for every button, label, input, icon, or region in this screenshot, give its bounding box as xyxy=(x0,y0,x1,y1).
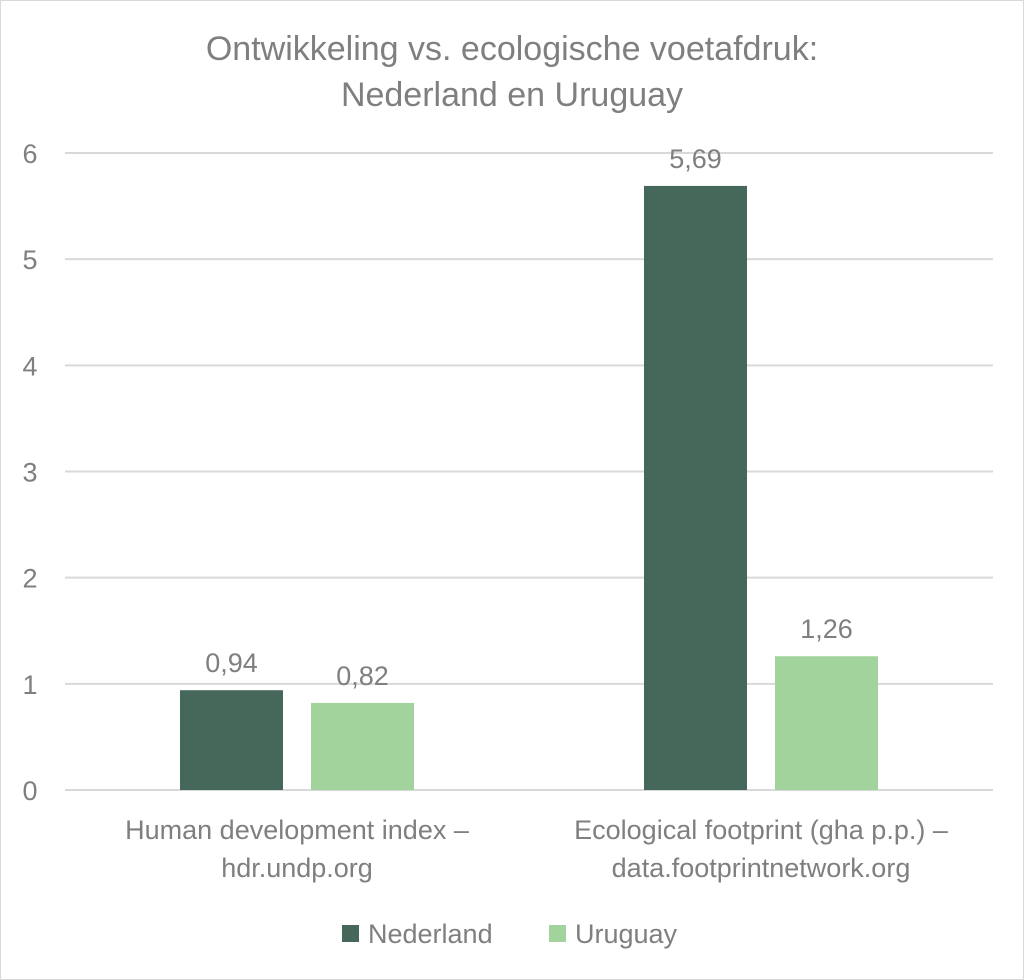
data-label: 1,26 xyxy=(800,614,853,644)
legend-label: Uruguay xyxy=(575,919,678,949)
y-tick-label: 2 xyxy=(22,564,37,594)
legend-label: Nederland xyxy=(368,919,493,949)
data-label: 0,94 xyxy=(205,648,258,678)
chart-title: Ontwikkeling vs. ecologische voetafdruk: xyxy=(206,30,818,68)
data-label: 5,69 xyxy=(669,144,722,174)
chart-subtitle: Nederland en Uruguay xyxy=(341,76,683,114)
y-tick-label: 1 xyxy=(22,670,37,700)
x-tick-label: Ecological footprint (gha p.p.) – xyxy=(574,815,948,845)
y-tick-label: 4 xyxy=(22,351,37,381)
bar-nederland xyxy=(644,185,747,790)
y-tick-label: 6 xyxy=(22,139,37,169)
legend: Nederland Uruguay xyxy=(342,919,678,949)
x-tick-label: hdr.undp.org xyxy=(221,853,373,883)
y-tick-label: 5 xyxy=(22,245,37,275)
bar-uruguay xyxy=(311,702,414,790)
legend-swatch xyxy=(549,925,566,942)
y-tick-label: 0 xyxy=(22,776,37,806)
data-label: 0,82 xyxy=(336,661,389,691)
y-tick-label: 3 xyxy=(22,458,37,488)
bars: 0,94 0,82 5,69 1,26 xyxy=(180,144,878,790)
x-axis-labels: Human development index – hdr.undp.org Eco… xyxy=(125,815,948,883)
x-tick-label: Human development index – xyxy=(125,815,469,845)
bar-uruguay xyxy=(775,656,878,790)
legend-swatch xyxy=(342,925,359,942)
y-axis-ticks: 0 1 2 3 4 5 6 xyxy=(22,139,37,806)
bar-nederland xyxy=(180,690,283,790)
x-tick-label: data.footprintnetwork.org xyxy=(612,853,911,883)
